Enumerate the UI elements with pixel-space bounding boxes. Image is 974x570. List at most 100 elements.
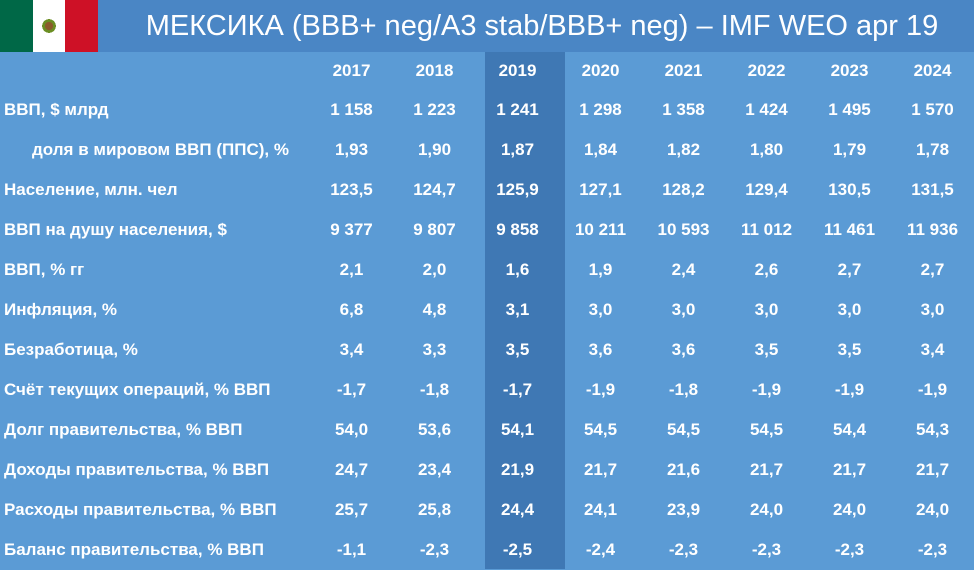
value-cell: 1,79 [832,140,867,159]
value-cell: 131,5 [911,180,954,199]
value-cell: 1 570 [911,100,954,119]
coat-of-arms-icon [41,18,57,34]
value-cell: 21,6 [666,460,701,479]
value-cell: -1,8 [668,380,699,399]
value-cell: 54,1 [500,420,535,439]
value-cell: 3,4 [920,340,945,359]
value-cell: 3,0 [754,300,779,319]
row-label: Счёт текущих операций, % ВВП [4,380,271,399]
value-cell: 3,5 [837,340,862,359]
table-row: Инфляция, % 6,8 4,8 3,1 3,0 3,0 3,0 3,0 3,0 [0,290,974,330]
value-cell: 24,1 [583,500,618,519]
value-cell: 10 211 [574,220,627,239]
value-cell: 54,5 [583,420,618,439]
value-cell: 3,4 [339,340,364,359]
value-cell: 127,1 [579,180,622,199]
value-cell: 6,8 [339,300,364,319]
value-cell: 2,6 [754,260,779,279]
row-label: ВВП на душу населения, $ [4,220,227,239]
table-row: Баланс правительства, % ВВП -1,1 -2,3 -2,5 -… [0,530,974,570]
mexico-flag-icon [0,0,99,52]
value-cell: 1,82 [666,140,701,159]
value-cell: -1,9 [917,380,948,399]
value-cell: -2,3 [419,540,450,559]
page-title: МЕКСИКА (BBB+ neg/A3 stab/BBB+ neg) – IM… [145,9,939,42]
value-cell: 21,7 [832,460,867,479]
value-cell: 2,1 [339,260,364,279]
table-row: Долг правительства, % ВВП 54,0 53,6 54,1 54,… [0,410,974,450]
value-cell: 11 936 [906,220,959,239]
value-cell: 1 298 [579,100,622,119]
value-cell: 25,8 [417,500,452,519]
year-header: 2019 [498,61,537,80]
year-header-row: 2017 2018 2019 2020 2021 2022 2023 2024 [0,52,974,90]
value-cell: 24,0 [832,500,867,519]
value-cell: 2,0 [422,260,447,279]
value-cell: 1,6 [505,260,530,279]
value-cell: 3,6 [671,340,696,359]
value-cell: 21,7 [749,460,784,479]
value-cell: 11 012 [740,220,793,239]
value-cell: 3,0 [588,300,613,319]
row-label: ВВП, $ млрд [4,100,109,119]
value-cell: -2,5 [502,540,533,559]
value-cell: 1 241 [496,100,539,119]
value-cell: 54,5 [749,420,784,439]
value-cell: 54,0 [334,420,369,439]
row-label: Расходы правительства, % ВВП [4,500,277,519]
value-cell: -1,7 [502,380,533,399]
value-cell: 3,1 [505,300,530,319]
row-label: Долг правительства, % ВВП [4,420,243,439]
value-cell: 3,0 [837,300,862,319]
table-row: ВВП на душу населения, $ 9 377 9 807 9 858 1… [0,210,974,250]
label-column-header [0,52,310,90]
value-cell: 1,87 [500,140,535,159]
value-cell: 1 158 [330,100,373,119]
table-row: Доходы правительства, % ВВП 24,7 23,4 21,9 2… [0,450,974,490]
value-cell: 1,9 [588,260,613,279]
value-cell: 124,7 [413,180,456,199]
table-row: доля в мировом ВВП (ППС), % 1,93 1,90 1,87 1… [0,130,974,170]
value-cell: 54,5 [666,420,701,439]
year-header: 2023 [830,61,869,80]
value-cell: -2,3 [917,540,948,559]
value-cell: 2,7 [837,260,862,279]
value-cell: -2,4 [585,540,616,559]
table-row: Счёт текущих операций, % ВВП -1,7 -1,8 -1,7… [0,370,974,410]
value-cell: -2,3 [668,540,699,559]
value-cell: 2,4 [671,260,696,279]
value-cell: 1,78 [915,140,950,159]
value-cell: 3,6 [588,340,613,359]
value-cell: -1,9 [751,380,782,399]
value-cell: 23,4 [417,460,452,479]
year-header: 2017 [332,61,371,80]
value-cell: 24,0 [915,500,950,519]
value-cell: 25,7 [334,500,369,519]
economic-indicators-table: 2017 2018 2019 2020 2021 2022 2023 2024 … [0,52,974,570]
row-label: Инфляция, % [4,300,118,319]
value-cell: 3,3 [422,340,447,359]
value-cell: 54,3 [915,420,950,439]
table-row: Безработица, % 3,4 3,3 3,5 3,6 3,6 3,5 3,5 3,4 [0,330,974,370]
value-cell: 2,7 [920,260,945,279]
year-header: 2021 [664,61,703,80]
value-cell: 9 807 [413,220,456,239]
value-cell: 3,5 [505,340,530,359]
year-header: 2022 [747,61,786,80]
value-cell: 21,7 [915,460,950,479]
header-bar: МЕКСИКА (BBB+ neg/A3 stab/BBB+ neg) – IM… [0,0,974,52]
value-cell: 10 593 [657,220,710,239]
value-cell: 125,9 [496,180,539,199]
value-cell: 11 461 [823,220,876,239]
value-cell: 24,4 [500,500,535,519]
value-cell: 4,8 [422,300,447,319]
row-label: доля в мировом ВВП (ППС), % [32,140,289,159]
value-cell: 129,4 [745,180,788,199]
year-header: 2024 [913,61,952,80]
value-cell: 128,2 [662,180,705,199]
value-cell: -1,8 [419,380,450,399]
value-cell: -2,3 [751,540,782,559]
year-header: 2018 [415,61,454,80]
value-cell: 9 377 [330,220,373,239]
row-label: Баланс правительства, % ВВП [4,540,264,559]
